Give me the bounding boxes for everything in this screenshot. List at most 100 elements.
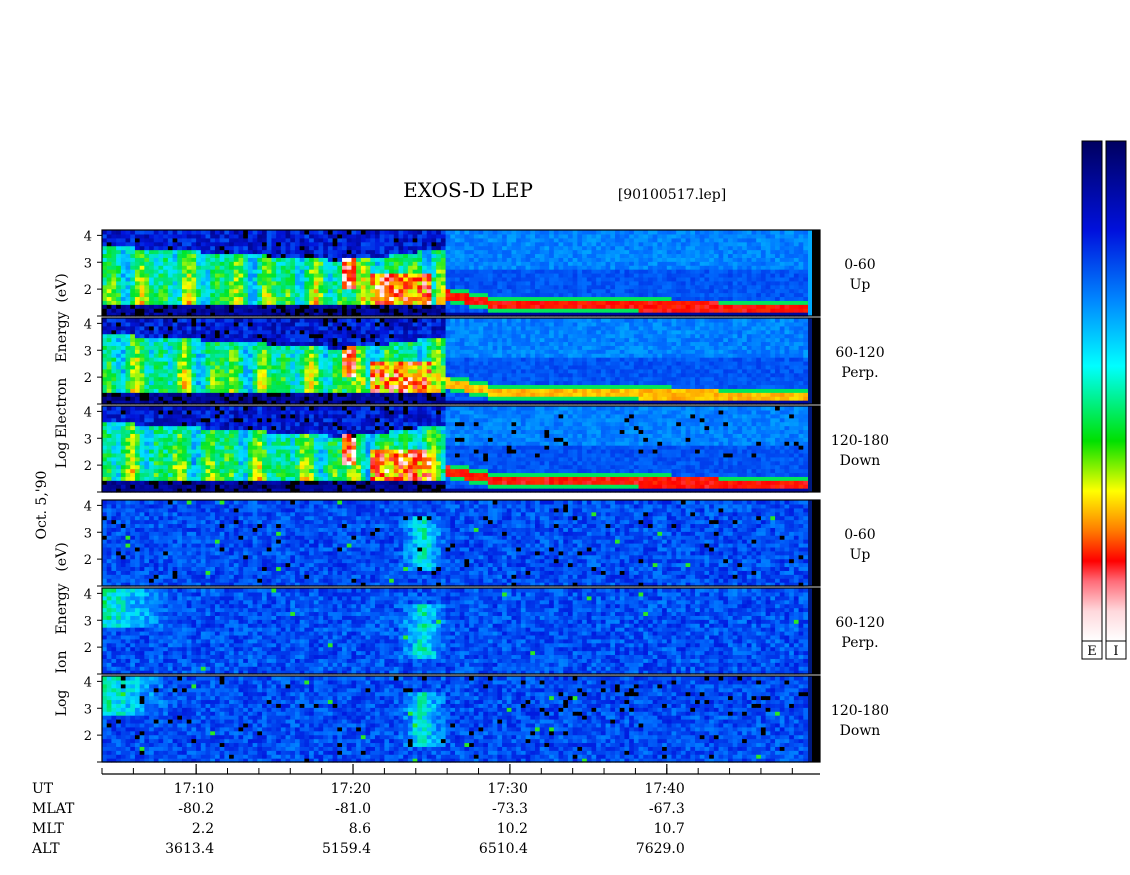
spectrogram-cell xyxy=(365,333,371,339)
spectrogram-cell xyxy=(770,265,776,270)
spectrogram-cell xyxy=(342,296,348,301)
spectrogram-cell xyxy=(214,312,221,317)
spectrogram-cell xyxy=(233,273,240,278)
spectrogram-cell xyxy=(266,376,273,382)
spectrogram-cell xyxy=(586,304,593,309)
spectrogram-cell xyxy=(196,380,202,386)
spectrogram-cell xyxy=(384,312,390,317)
spectrogram-cell xyxy=(219,261,225,266)
spectrogram-cell xyxy=(294,288,301,294)
spectrogram-cell xyxy=(403,400,409,405)
spectrogram-cell xyxy=(144,269,150,274)
spectrogram-cell xyxy=(172,318,178,323)
spectrogram-cell xyxy=(229,296,235,301)
spectrogram-cell xyxy=(662,304,668,309)
spectrogram-cell xyxy=(662,280,668,286)
spectrogram-cell xyxy=(182,384,188,389)
spectrogram-cell xyxy=(238,341,244,346)
spectrogram-cell xyxy=(775,253,781,258)
spectrogram-cell xyxy=(779,296,786,301)
spectrogram-cell xyxy=(219,321,225,327)
spectrogram-cell xyxy=(779,269,786,274)
spectrogram-cell xyxy=(139,288,145,294)
spectrogram-cell xyxy=(473,296,480,301)
spectrogram-cell xyxy=(224,325,230,331)
spectrogram-cell xyxy=(120,318,127,323)
spectrogram-cell xyxy=(342,304,348,309)
spectrogram-cell xyxy=(384,284,390,290)
spectrogram-cell xyxy=(139,400,145,405)
spectrogram-cell xyxy=(563,249,569,255)
spectrogram-cell xyxy=(473,249,480,255)
spectrogram-cell xyxy=(360,245,367,251)
spectrogram-cell xyxy=(130,284,136,290)
spectrogram-cell xyxy=(746,276,753,282)
spectrogram-cell xyxy=(262,288,268,294)
spectrogram-cell xyxy=(238,345,244,350)
spectrogram-cell xyxy=(219,269,225,274)
spectrogram-cell xyxy=(384,353,390,358)
spectrogram-cell xyxy=(266,273,273,278)
spectrogram-cell xyxy=(205,325,211,331)
spectrogram-cell xyxy=(520,261,527,266)
spectrogram-cell xyxy=(440,353,447,358)
spectrogram-cell xyxy=(210,392,216,397)
spectrogram-cell xyxy=(379,280,385,286)
spectrogram-cell xyxy=(318,261,324,266)
spectrogram-cell xyxy=(214,392,221,397)
spectrogram-cell xyxy=(384,349,390,354)
spectrogram-cell xyxy=(106,257,113,262)
spectrogram-cell xyxy=(243,392,249,397)
spectrogram-cell xyxy=(389,269,395,274)
spectrogram-cell xyxy=(304,241,310,247)
spectrogram-cell xyxy=(257,308,263,313)
spectrogram-cell xyxy=(125,269,131,274)
spectrogram-cell xyxy=(784,276,790,282)
spectrogram-cell xyxy=(615,292,621,298)
spectrogram-cell xyxy=(605,280,611,286)
spectrogram-cell xyxy=(407,257,414,262)
spectrogram-cell xyxy=(134,241,141,247)
spectrogram-cell xyxy=(718,233,724,239)
spectrogram-cell xyxy=(252,230,258,235)
spectrogram-cell xyxy=(247,349,254,354)
spectrogram-cell xyxy=(266,364,273,370)
spectrogram-cell xyxy=(196,353,202,358)
spectrogram-cell xyxy=(398,357,404,362)
spectrogram-cell xyxy=(695,233,701,239)
spectrogram-cell xyxy=(563,241,569,247)
spectrogram-cell xyxy=(186,284,193,290)
spectrogram-cell xyxy=(572,257,578,262)
spectrogram-cell xyxy=(116,304,122,309)
spectrogram-cell xyxy=(379,357,385,362)
spectrogram-cell xyxy=(219,249,225,255)
spectrogram-cell xyxy=(332,241,338,247)
spectrogram-cell xyxy=(163,304,169,309)
spectrogram-cell xyxy=(784,241,790,247)
spectrogram-cell xyxy=(643,230,649,235)
spectrogram-cell xyxy=(360,288,367,294)
spectrogram-cell xyxy=(577,308,583,313)
spectrogram-cell xyxy=(182,312,188,317)
spectrogram-cell xyxy=(290,284,296,290)
spectrogram-cell xyxy=(422,337,428,343)
spectrogram-cell xyxy=(746,304,753,309)
spectrogram-cell xyxy=(393,257,400,262)
spectrogram-cell xyxy=(116,345,122,350)
spectrogram-cell xyxy=(346,312,353,317)
spectrogram-cell xyxy=(516,257,522,262)
spectrogram-cell xyxy=(290,288,296,294)
spectrogram-cell xyxy=(111,345,117,350)
spectrogram-cell xyxy=(464,280,470,286)
spectrogram-cell xyxy=(384,288,390,294)
spectrogram-cell xyxy=(605,261,611,266)
spectrogram-cell xyxy=(647,249,654,255)
spectrogram-cell xyxy=(313,280,320,286)
spectrogram-cell xyxy=(445,276,451,282)
spectrogram-cell xyxy=(455,321,461,327)
spectrogram-cell xyxy=(615,276,621,282)
spectrogram-cell xyxy=(167,261,174,266)
spectrogram-cell xyxy=(285,345,291,350)
spectrogram-cell xyxy=(469,312,475,317)
spectrogram-cell xyxy=(285,318,291,323)
